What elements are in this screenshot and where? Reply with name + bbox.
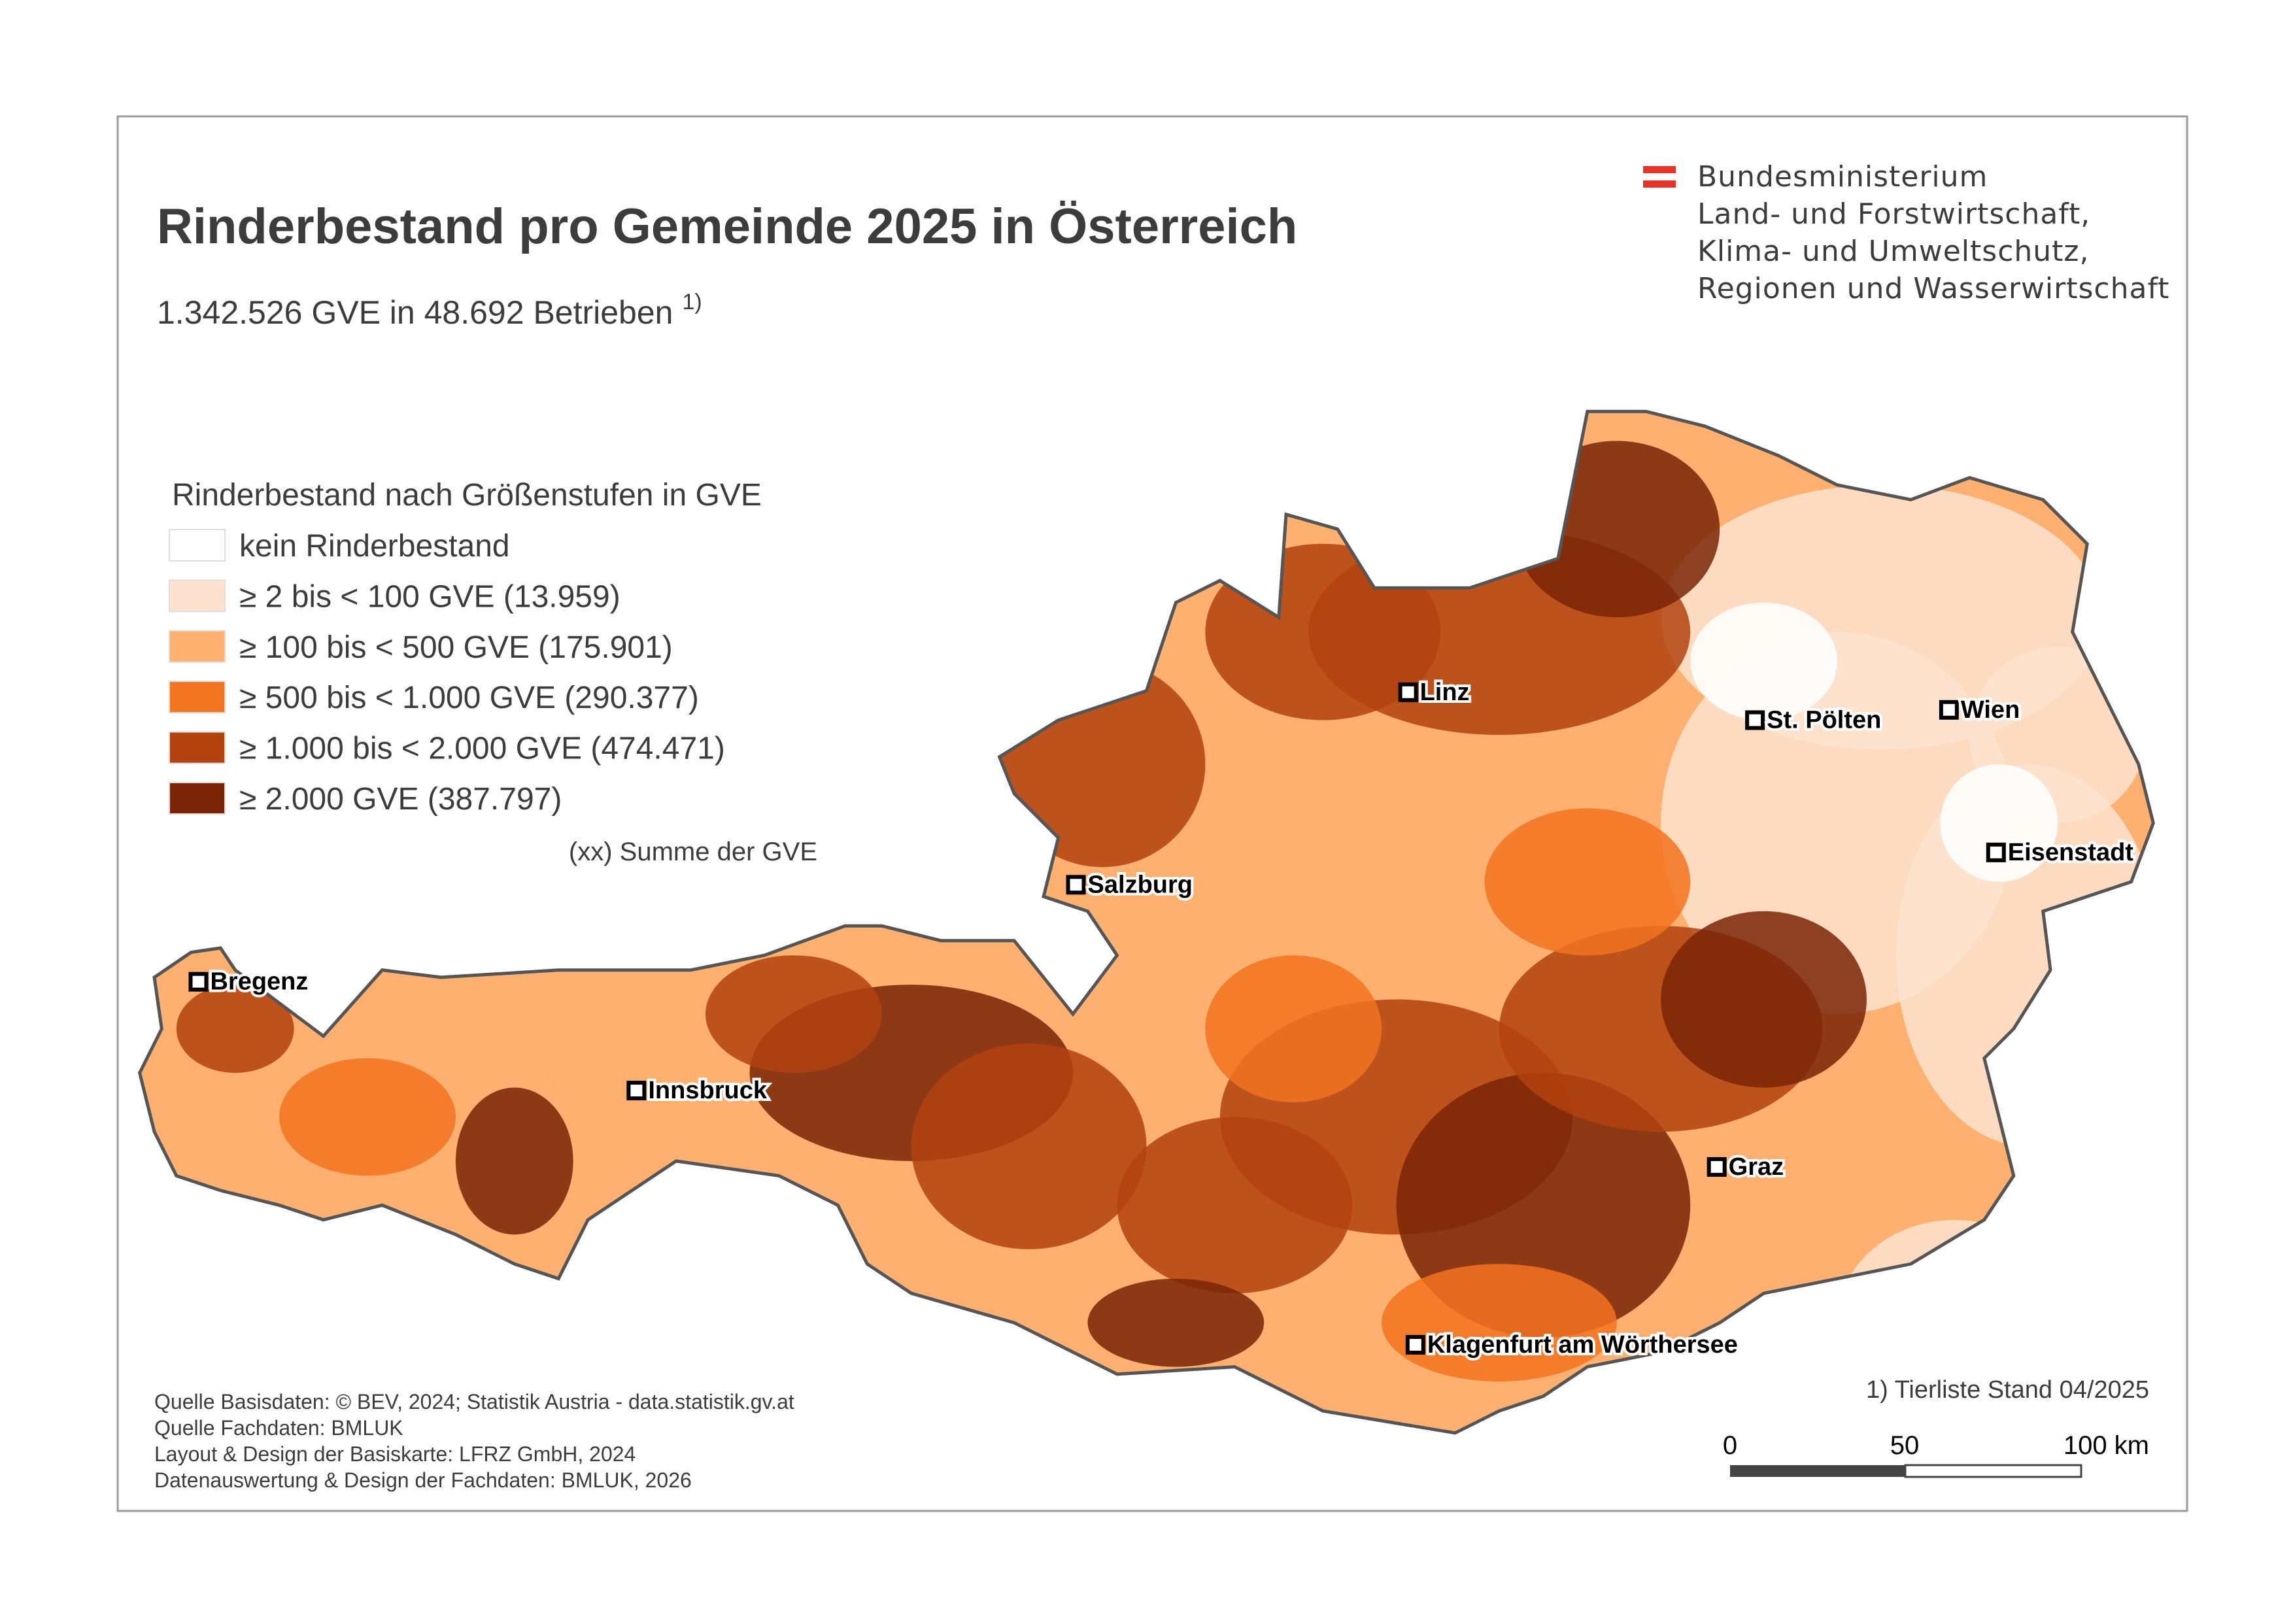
- city-label: St. Pölten: [1767, 707, 1881, 734]
- city-marker: [1707, 1157, 1727, 1177]
- source-line: Quelle Fachdaten: BMLUK: [154, 1416, 403, 1440]
- region-shade: [543, 999, 691, 1117]
- region-shade: [1690, 602, 1838, 720]
- flag-bar: [1643, 166, 1676, 173]
- title: Rinderbestand pro Gemeinde 2025 in Öster…: [157, 199, 1297, 254]
- legend-note: (xx) Summe der GVE: [569, 837, 817, 866]
- ministry-line: Bundesministerium: [1697, 160, 1988, 194]
- city-label: Innsbruck: [648, 1077, 767, 1104]
- scale-bar: 0 50 100 km: [1723, 1431, 2149, 1478]
- region-shade: [1484, 808, 1691, 956]
- city-marker: [1939, 700, 1959, 720]
- footnote: 1) Tierliste Stand 04/2025: [1866, 1376, 2149, 1404]
- region-shade: [176, 985, 294, 1074]
- footer: 1) Tierliste Stand 04/2025 Quelle Basisd…: [154, 1376, 2149, 1492]
- region-shade: [1117, 1117, 1353, 1294]
- city-label: Eisenstadt: [2008, 839, 2134, 866]
- ministry-line: Klima- und Umweltschutz,: [1697, 235, 2090, 268]
- legend-label: kein Rinderbestand: [239, 529, 510, 564]
- region-shade: [1382, 1264, 1617, 1382]
- legend-swatch: [169, 681, 226, 714]
- source-line: Layout & Design der Basiskarte: LFRZ Gmb…: [154, 1442, 636, 1466]
- scale-label: 0: [1723, 1431, 1737, 1460]
- legend-swatch: [169, 579, 226, 613]
- city-label: Linz: [1420, 679, 1470, 706]
- city-label: Graz: [1729, 1153, 1784, 1181]
- region-shade: [455, 1087, 573, 1235]
- ministry-logo: [1643, 166, 1676, 188]
- city-marker: [1745, 710, 1765, 730]
- legend-swatch: [169, 630, 226, 663]
- legend-label: ≥ 500 bis < 1.000 GVE (290.377): [239, 681, 699, 715]
- ministry-line: Regionen und Wasserwirtschaft: [1697, 272, 2169, 305]
- legend-label: ≥ 100 bis < 500 GVE (175.901): [239, 630, 673, 665]
- ministry-line: Land- und Forstwirtschaft,: [1697, 197, 2090, 231]
- country-border: [137, 409, 2155, 1435]
- legend-label: ≥ 2 bis < 100 GVE (13.959): [239, 579, 620, 614]
- city-marker: [1986, 842, 2006, 862]
- flag-bar: [1643, 180, 1676, 188]
- scale-label: 100 km: [2064, 1431, 2149, 1460]
- source-line: Quelle Basisdaten: © BEV, 2024; Statisti…: [154, 1390, 794, 1413]
- city-marker: [188, 972, 209, 992]
- city-marker: [626, 1081, 647, 1101]
- region-shade: [911, 1043, 1147, 1249]
- city-marker: [1066, 875, 1086, 895]
- legend-title: Rinderbestand nach Größenstufen in GVE: [172, 478, 762, 513]
- legend-swatch: [169, 782, 226, 815]
- legend-swatch: [169, 731, 226, 764]
- city-label: Wien: [1961, 696, 2020, 724]
- legend-swatch: [169, 529, 226, 562]
- region-shade: [1205, 955, 1382, 1102]
- region-shade: [1661, 911, 1867, 1088]
- region-shade: [705, 955, 882, 1074]
- subtitle-note: 1): [682, 290, 702, 314]
- city-marker: [1398, 682, 1418, 702]
- scale-label: 50: [1890, 1431, 1920, 1460]
- legend: Rinderbestand nach Größenstufen in GVE (…: [169, 478, 817, 866]
- region-shade: [1087, 1278, 1265, 1367]
- subtitle-text: 1.342.526 GVE in 48.692 Betrieben: [157, 294, 673, 331]
- subtitle: 1.342.526 GVE in 48.692 Betrieben 1): [157, 290, 702, 331]
- region-shade: [1940, 764, 2058, 882]
- city-label: Bregenz: [210, 968, 308, 996]
- legend-label: ≥ 2.000 GVE (387.797): [239, 782, 562, 817]
- city-marker: [1405, 1334, 1425, 1355]
- scale-segment: [1904, 1464, 2082, 1478]
- city-label: Klagenfurt am Wörthersee: [1427, 1331, 1738, 1359]
- source-line: Datenauswertung & Design der Fachdaten: …: [154, 1468, 692, 1492]
- scale-segment: [1730, 1465, 1905, 1477]
- legend-label: ≥ 1.000 bis < 2.000 GVE (474.471): [239, 732, 725, 766]
- city-label: Salzburg: [1088, 871, 1193, 898]
- region-shade: [279, 1058, 456, 1176]
